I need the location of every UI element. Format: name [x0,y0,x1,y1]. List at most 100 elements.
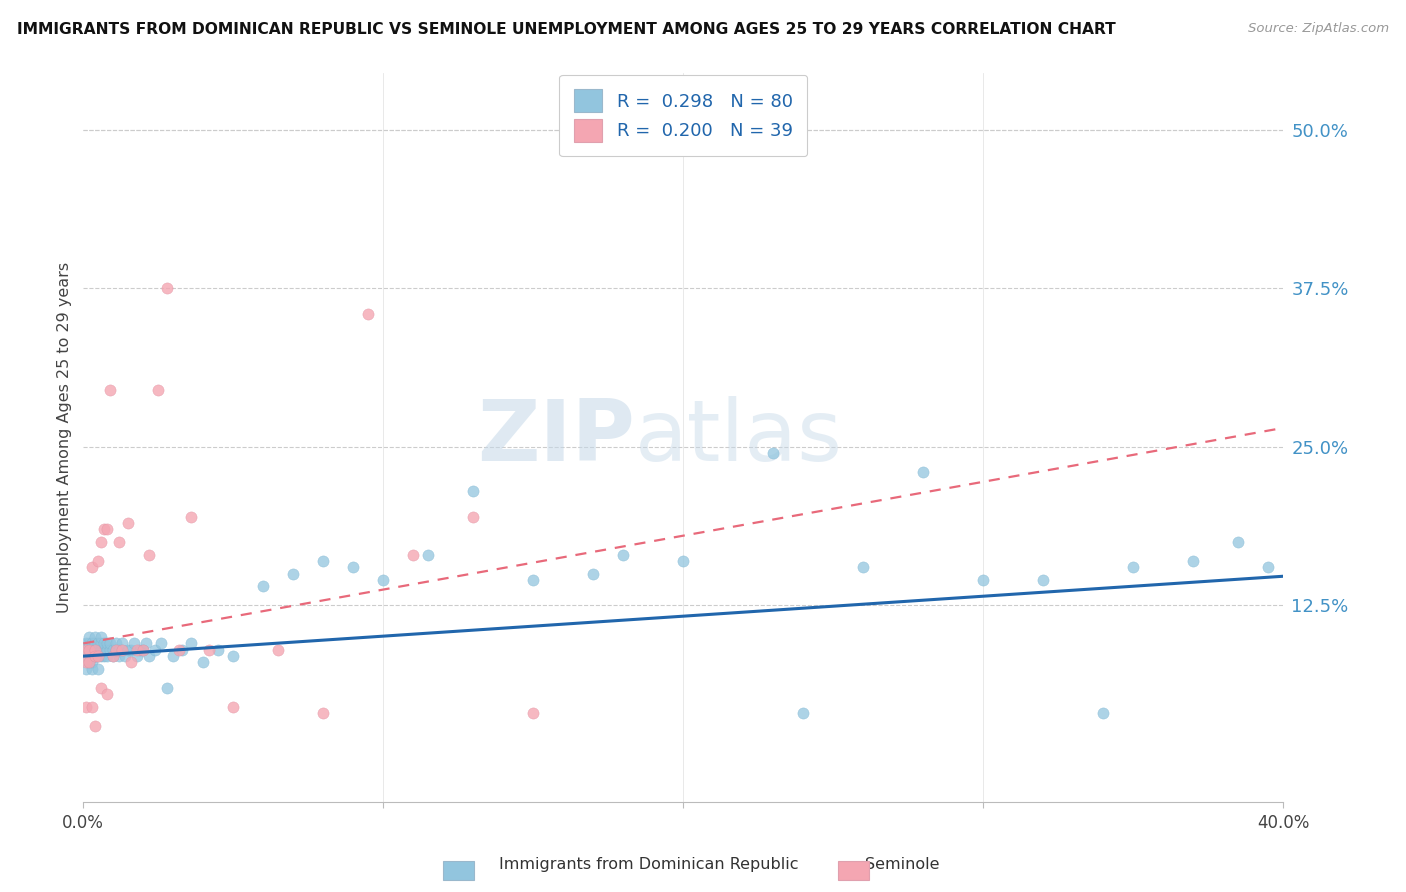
Point [105,642,128,657]
Point [132,642,155,657]
Point [93,642,115,657]
Point [138,548,160,562]
Point [912,465,935,479]
Point [111,642,134,657]
Point [132,642,155,657]
Point [87,649,110,664]
Point [114,649,136,664]
Point [90,681,112,695]
Point [75,649,97,664]
Point [93,636,115,650]
Point [127,642,149,657]
Point [138,649,160,664]
Point [87,636,110,650]
Point [82,649,104,664]
Point [1182,554,1205,568]
Point [402,548,425,562]
Point [207,642,229,657]
Point [129,642,152,657]
Point [84,649,107,664]
Point [75,699,97,714]
Point [792,706,814,721]
Point [98,636,121,650]
Point [90,636,112,650]
Text: Seminole: Seminole [865,857,939,872]
Point [117,642,139,657]
Legend: R =  0.298   N = 80, R =  0.200   N = 39: R = 0.298 N = 80, R = 0.200 N = 39 [560,75,807,156]
Point [79,642,101,657]
Point [156,281,179,295]
Point [84,719,107,733]
Point [252,579,274,593]
Point [124,636,146,650]
Point [522,573,544,587]
Text: Immigrants from Dominican Republic: Immigrants from Dominican Republic [499,857,799,872]
Y-axis label: Unemployment Among Ages 25 to 29 years: Unemployment Among Ages 25 to 29 years [58,262,72,613]
Point [103,649,125,664]
Point [522,706,544,721]
Point [156,681,179,695]
Point [93,649,115,664]
Point [84,642,107,657]
Point [79,656,101,670]
Point [96,642,118,657]
Point [1257,560,1279,574]
Point [762,446,785,460]
Point [108,642,131,657]
Point [582,566,605,581]
Point [87,649,110,664]
Point [75,642,97,657]
Point [108,649,131,664]
Point [96,687,118,701]
Point [90,642,112,657]
Point [82,642,104,657]
Point [463,509,485,524]
Point [463,484,485,499]
Point [373,573,395,587]
Point [357,307,380,321]
Point [90,535,112,549]
Point [79,656,101,670]
Point [79,630,101,644]
Point [342,560,364,574]
Point [82,656,104,670]
Point [143,642,166,657]
Text: Source: ZipAtlas.com: Source: ZipAtlas.com [1249,22,1389,36]
Point [612,548,634,562]
Point [98,383,121,397]
Point [82,560,104,574]
Point [162,649,184,664]
Point [111,642,134,657]
Point [1122,560,1144,574]
Point [267,642,290,657]
Text: ZIP: ZIP [478,396,636,479]
Point [82,662,104,676]
Point [672,554,695,568]
Point [103,642,125,657]
Point [82,699,104,714]
Point [135,636,157,650]
Point [96,636,118,650]
Point [222,699,245,714]
Point [120,656,142,670]
Point [90,630,112,644]
Point [120,642,142,657]
Point [418,548,440,562]
Point [105,636,128,650]
Point [852,560,875,574]
Point [180,509,202,524]
Point [312,554,335,568]
Point [82,636,104,650]
Point [79,636,101,650]
Point [117,516,139,530]
Point [98,642,121,657]
Point [93,522,115,536]
Point [172,642,194,657]
Text: atlas: atlas [636,396,844,479]
Point [96,522,118,536]
Point [1227,535,1250,549]
Point [169,642,191,657]
Point [87,642,110,657]
Point [87,554,110,568]
Point [75,636,97,650]
